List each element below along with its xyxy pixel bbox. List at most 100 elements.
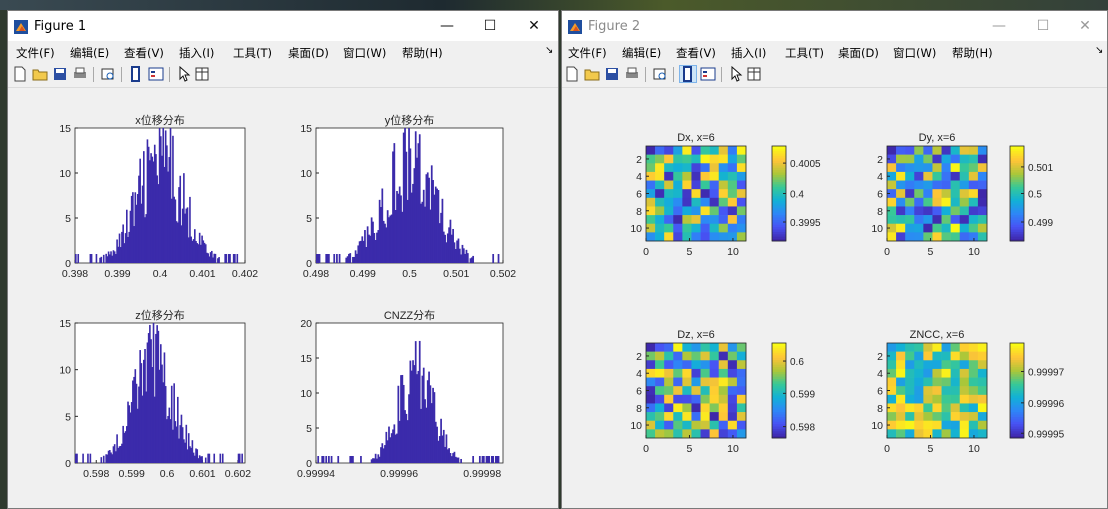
pointer-icon[interactable] [176,66,192,82]
colorbar-tick-label: 0.598 [790,423,815,434]
figure1-titlebar[interactable]: Figure 1 — ☐ ✕ [8,11,558,41]
heatmap-cell [914,420,924,430]
histogram-bar [105,253,107,263]
heatmap-cell [896,351,906,361]
menu-tools[interactable]: 工具(T) [233,46,272,60]
menu-insert[interactable]: 插入(I) [731,46,767,60]
menu-insert[interactable]: 插入(I) [179,46,215,60]
y-tick-label: 2 [877,154,883,166]
colorbar-segment [1010,238,1024,242]
menu-file[interactable]: 文件(F) [568,46,607,60]
heatmap-cell [709,360,720,370]
heatmap-cell [727,368,738,378]
histogram-bar [434,421,437,463]
histogram-bar [128,231,131,263]
menu-desktop[interactable]: 桌面(D) [838,46,879,60]
heatmap-cell [727,215,738,225]
histogram-bar [179,425,182,463]
heatmap-cell [646,146,656,155]
property-inspector-icon[interactable] [746,66,762,82]
colorbar-segment [1010,409,1024,413]
print-icon[interactable] [624,66,640,82]
histogram-bar [149,324,151,463]
histogram-bar [157,184,160,263]
histogram-bar [121,443,123,463]
close-button[interactable]: ✕ [528,18,540,34]
histogram-bar [213,453,216,463]
heatmap-cell [932,343,942,352]
legend-icon[interactable] [148,66,164,82]
menu-edit[interactable]: 编辑(E) [622,46,662,60]
colorbar-segment [1010,219,1024,223]
menu-window[interactable]: 窗口(W) [343,46,387,60]
colorbar-segment [1010,416,1024,420]
heatmap-cell [950,412,961,422]
histogram-bar [190,236,192,263]
new-file-icon[interactable] [564,66,580,82]
figure2-titlebar[interactable]: Figure 2 — ☐ ✕ [562,11,1107,41]
colorbar-icon[interactable] [128,66,144,82]
menu-desktop[interactable]: 桌面(D) [288,46,329,60]
print-preview-icon[interactable] [100,66,116,82]
histogram-bar [209,252,212,263]
menu-view[interactable]: 查看(V) [124,46,164,60]
y-tick-label: 20 [300,318,312,330]
menu-edit[interactable]: 编辑(E) [70,46,110,60]
histogram-bar [436,188,438,263]
new-file-icon[interactable] [12,66,28,82]
menu-view[interactable]: 查看(V) [676,46,716,60]
heatmap-cell [914,154,924,164]
menu-help[interactable]: 帮助(H) [402,46,443,60]
heatmap-cell [646,232,656,242]
histogram-bar [117,447,120,463]
save-icon[interactable] [52,66,68,82]
open-folder-icon[interactable] [32,66,48,82]
histogram-bar [128,405,131,463]
minimize-button[interactable]: — [992,18,1006,34]
heatmap-cell [673,180,683,190]
menu-help[interactable]: 帮助(H) [952,46,993,60]
colorbar-segment [1010,395,1024,399]
heatmap-cell [950,351,961,361]
dock-arrow-icon[interactable]: ↘ [1095,45,1104,56]
close-button[interactable]: ✕ [1079,18,1091,34]
pointer-icon[interactable] [728,66,744,82]
print-preview-icon[interactable] [652,66,668,82]
histogram-bar [124,233,127,263]
legend-icon[interactable] [700,66,716,82]
heatmap-cell [932,171,942,181]
colorbar-segment [1010,176,1024,180]
print-icon[interactable] [72,66,88,82]
menu-file[interactable]: 文件(F) [16,46,55,60]
heatmap-cell [646,206,656,216]
heatmap-cell [950,223,961,233]
heatmap-cell [977,394,988,404]
heatmap-cell [968,394,979,404]
dock-arrow-icon[interactable]: ↘ [545,45,554,56]
histogram-bar [229,254,231,263]
heatmap-cell [727,223,738,233]
property-inspector-icon[interactable] [194,66,210,82]
maximize-button[interactable]: ☐ [483,18,497,34]
maximize-button[interactable]: ☐ [1036,18,1050,34]
colorbar-segment [1010,229,1024,232]
histogram-bar [492,456,495,463]
heatmap-cell [700,420,710,430]
heatmap-cell [727,360,738,370]
x-tick-label: 0.5 [402,268,417,280]
menu-tools[interactable]: 工具(T) [785,46,824,60]
heatmap-cell [950,429,961,439]
heatmap-cell [691,189,701,199]
heatmap-cell [682,171,692,181]
menu-window[interactable]: 窗口(W) [893,46,937,60]
minimize-button[interactable]: — [440,18,454,34]
open-folder-icon[interactable] [584,66,600,82]
save-icon[interactable] [604,66,620,82]
colorbar-icon[interactable] [679,65,697,83]
histogram-bar [183,439,185,463]
heatmap-cell [887,180,897,190]
histogram-bar [110,452,112,463]
heatmap-cell [700,215,710,225]
heatmap-cell [914,351,924,361]
x-tick-label: 10 [968,246,980,258]
